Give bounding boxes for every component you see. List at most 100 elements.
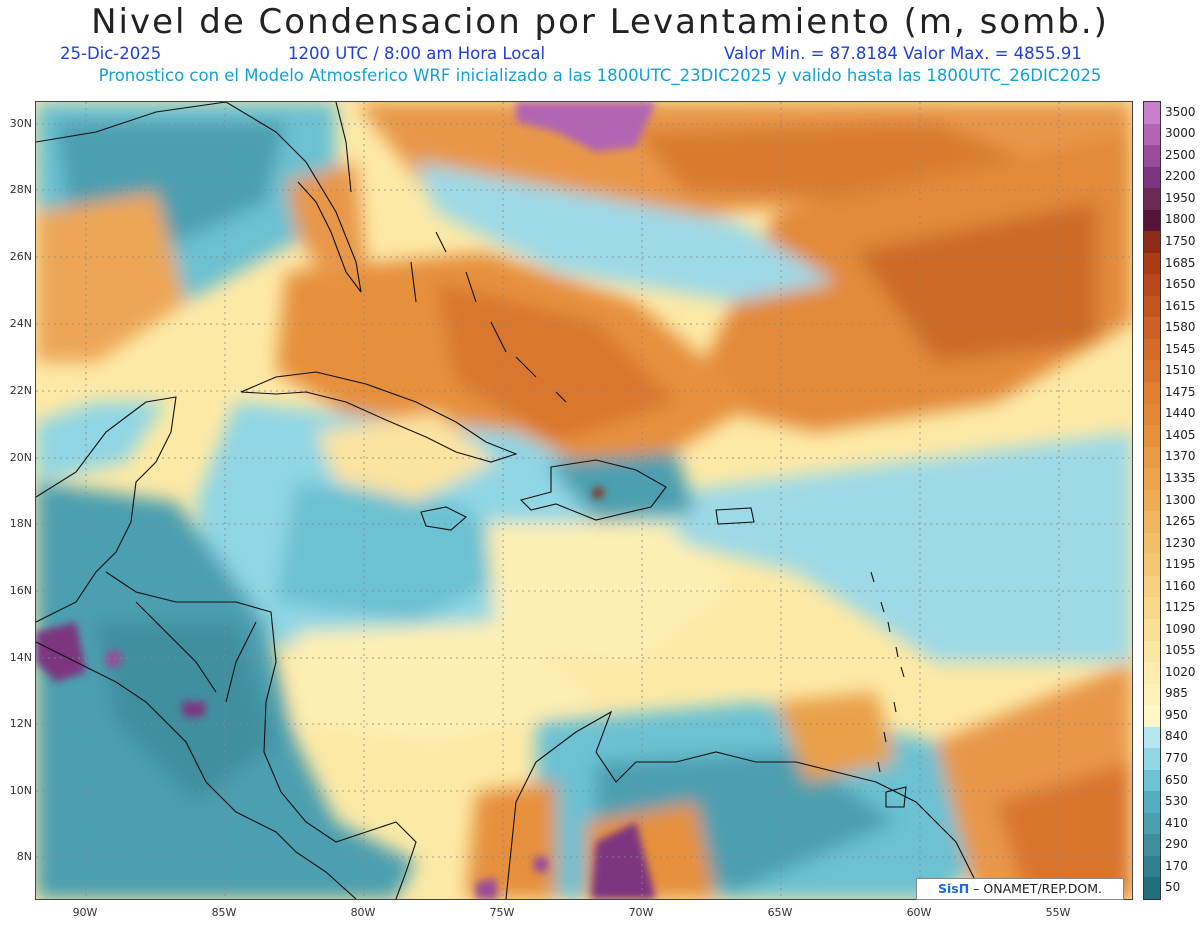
map-title: Nivel de Condensacion por Levantamiento … (91, 2, 1109, 42)
colorbar-label: 650 (1165, 772, 1188, 787)
colorbar-swatch (1144, 338, 1160, 361)
colorbar-label: 1650 (1165, 277, 1196, 292)
lcl-shading (36, 102, 1132, 899)
coastlines (36, 102, 987, 899)
model-run-info: Pronostico con el Modelo Atmosferico WRF… (98, 66, 1102, 85)
lat-label-14n: 14N (9, 651, 32, 664)
lat-label-20n: 20N (9, 451, 32, 464)
colorbar-label: 1950 (1165, 190, 1196, 205)
lat-label-22n: 22N (9, 384, 32, 397)
colorbar-swatch (1144, 489, 1160, 512)
colorbar-label: 1475 (1165, 384, 1196, 399)
colorbar-label: 1160 (1165, 578, 1196, 593)
lcl-map (35, 101, 1133, 900)
min-max-values: Valor Min. = 87.8184 Valor Max. = 4855.9… (724, 44, 1082, 63)
lat-label-30n: 30N (9, 117, 32, 130)
colorbar-label: 840 (1165, 729, 1188, 744)
colorbar-label: 1510 (1165, 363, 1196, 378)
lon-label-75w: 75W (489, 906, 515, 919)
colorbar-label: 3500 (1165, 104, 1196, 119)
colorbar-swatch (1144, 446, 1160, 469)
credit-text: – ONAMET/REP.DOM. (973, 881, 1103, 896)
colorbar-label: 1370 (1165, 449, 1196, 464)
colorbar-label: 1405 (1165, 427, 1196, 442)
lat-label-16n: 16N (9, 584, 32, 597)
colorbar-swatch (1144, 554, 1160, 577)
colorbar-label: 1545 (1165, 341, 1196, 356)
colorbar-label: 1055 (1165, 643, 1196, 658)
colorbar-label: 2500 (1165, 147, 1196, 162)
colorbar-label: 290 (1165, 837, 1188, 852)
lat-label-28n: 28N (9, 183, 32, 196)
colorbar-label: 1615 (1165, 298, 1196, 313)
colorbar-swatch (1144, 812, 1160, 835)
lat-label-18n: 18N (9, 517, 32, 530)
colorbar-swatch (1144, 791, 1160, 814)
colorbar-label: 1125 (1165, 600, 1196, 615)
lon-label-90w: 90W (72, 906, 98, 919)
lon-label-85w: 85W (211, 906, 237, 919)
lon-label-65w: 65W (767, 906, 793, 919)
colorbar-label: 1195 (1165, 557, 1196, 572)
colorbar-swatch (1144, 877, 1160, 900)
colorbar-swatch (1144, 123, 1160, 146)
colorbar-swatch (1144, 640, 1160, 663)
map-field (36, 102, 1132, 899)
colorbar-swatch (1144, 145, 1160, 168)
forecast-date: 25-Dic-2025 (60, 44, 162, 63)
colorbar-label: 2200 (1165, 169, 1196, 184)
colorbar-swatch (1144, 252, 1160, 275)
colorbar-label: 770 (1165, 750, 1188, 765)
lon-label-55w: 55W (1045, 906, 1071, 919)
lon-label-80w: 80W (350, 906, 376, 919)
colorbar-swatch (1144, 468, 1160, 491)
lat-label-8n: 8N (16, 850, 32, 863)
colorbar-swatch (1144, 575, 1160, 598)
colorbar-label: 50 (1165, 880, 1181, 895)
forecast-time: 1200 UTC / 8:00 am Hora Local (288, 44, 546, 63)
colorbar-swatch (1144, 834, 1160, 857)
colorbar-label: 1230 (1165, 535, 1196, 550)
colorbar-swatch (1144, 295, 1160, 318)
colorbar-swatch (1144, 209, 1160, 232)
colorbar-label: 1020 (1165, 664, 1196, 679)
colorbar-label: 410 (1165, 815, 1188, 830)
colorbar-swatch (1144, 662, 1160, 685)
colorbar-swatch (1144, 382, 1160, 405)
lat-label-10n: 10N (9, 784, 32, 797)
colorbar-swatch (1144, 748, 1160, 771)
lcl-extremes (36, 102, 656, 899)
colorbar-swatch (1144, 855, 1160, 878)
colorbar-label: 1440 (1165, 406, 1196, 421)
colorbar-label: 1685 (1165, 255, 1196, 270)
colorbar-swatch (1144, 166, 1160, 189)
colorbar-label: 1090 (1165, 621, 1196, 636)
colorbar-label: 1265 (1165, 514, 1196, 529)
graticule (36, 102, 1132, 899)
colorbar-swatch (1144, 317, 1160, 340)
colorbar-swatch (1144, 425, 1160, 448)
colorbar-label: 1750 (1165, 234, 1196, 248)
lat-label-24n: 24N (9, 317, 32, 330)
colorbar-label: 1800 (1165, 212, 1196, 227)
colorbar-swatch (1144, 403, 1160, 426)
colorbar-swatch (1144, 360, 1160, 383)
colorbar (1143, 101, 1161, 900)
lon-label-60w: 60W (906, 906, 932, 919)
lon-label-70w: 70W (628, 906, 654, 919)
colorbar-swatch (1144, 726, 1160, 749)
colorbar-swatch (1144, 511, 1160, 534)
colorbar-swatch (1144, 705, 1160, 728)
colorbar-label: 170 (1165, 858, 1188, 873)
lat-label-26n: 26N (9, 250, 32, 263)
colorbar-swatch (1144, 274, 1160, 297)
colorbar-swatch (1144, 102, 1160, 125)
colorbar-swatch (1144, 231, 1160, 254)
sispi-logo: SisΠ (937, 881, 970, 896)
colorbar-swatch (1144, 188, 1160, 211)
colorbar-swatch (1144, 532, 1160, 555)
colorbar-swatch (1144, 769, 1160, 792)
colorbar-label: 3000 (1165, 126, 1196, 141)
lat-label-12n: 12N (9, 717, 32, 730)
colorbar-swatch (1144, 683, 1160, 706)
